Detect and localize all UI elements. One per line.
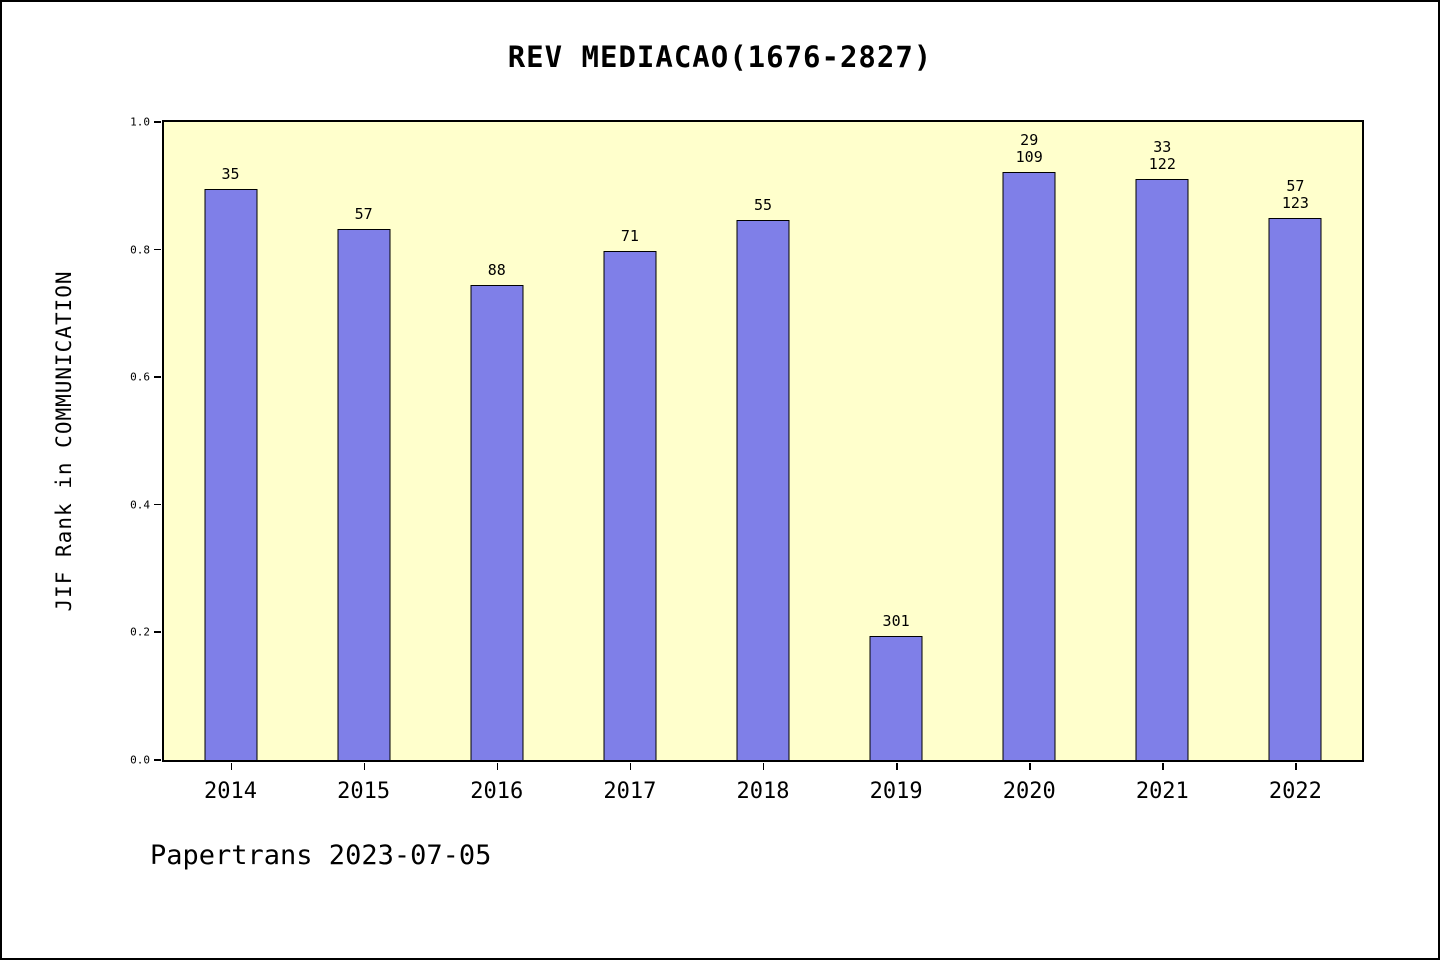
y-tick-label: 0.0 (130, 753, 150, 767)
x-tick-label: 2017 (603, 779, 657, 804)
y-tick-mark (154, 631, 161, 633)
bar-value-label: 55 (753, 195, 773, 214)
x-tick-label: 2015 (337, 779, 391, 804)
plot-area: 35 2014 57 2015 88 2016 71 2017 55 2018 301 2019 29 … (130, 116, 1364, 804)
bar (1002, 171, 1056, 760)
x-tick-label: 2020 (1002, 779, 1056, 804)
bar-value-label: 57 (354, 204, 373, 223)
bar-slot: 301 2019 (830, 122, 963, 804)
x-tick-mark (363, 763, 366, 770)
x-tick-mark (1029, 763, 1031, 770)
bar-value-label: 33 122 (1148, 137, 1176, 173)
x-tick-label: 2018 (736, 779, 790, 804)
x-tick-mark (230, 763, 233, 770)
y-axis-label: JIF Rank in COMMUNICATION (52, 270, 76, 612)
footer-watermark: Papertrans 2023-07-05 (150, 840, 492, 871)
bar (1135, 178, 1189, 760)
bar-value-label: 57 123 (1281, 176, 1309, 212)
y-tick-label: 0.8 (130, 243, 150, 257)
bar-value-label: 35 (221, 165, 240, 183)
bar (1268, 217, 1322, 760)
bar-value-label: 29 109 (1015, 130, 1043, 166)
y-tick-mark (154, 121, 161, 123)
bar (736, 219, 790, 760)
bar-slot: 55 2018 (696, 122, 829, 804)
y-tick-label: 0.4 (130, 498, 150, 512)
bar-slot: 35 2014 (164, 122, 297, 804)
bar (204, 189, 258, 760)
bar-slot: 57 123 2022 (1229, 122, 1362, 804)
bar-value-label: 71 (620, 226, 639, 245)
bar-slot: 57 2015 (297, 122, 430, 804)
bar-slot: 33 122 2021 (1096, 122, 1229, 804)
x-tick-label: 2022 (1268, 779, 1322, 804)
bar-value-label: 301 (882, 611, 910, 630)
bar (337, 228, 391, 760)
bar (603, 250, 657, 760)
x-tick-mark (896, 763, 898, 770)
y-tick-mark (154, 759, 161, 761)
y-tick-label: 0.2 (130, 625, 150, 639)
bar (470, 284, 524, 760)
bar-slot: 88 2016 (430, 122, 563, 804)
x-tick-label: 2019 (869, 779, 923, 804)
bar-slot: 71 2017 (563, 122, 696, 804)
x-tick-mark (1162, 763, 1164, 770)
x-tick-label: 2014 (204, 779, 258, 804)
x-tick-mark (1295, 763, 1297, 770)
x-tick-label: 2021 (1135, 779, 1189, 804)
y-tick-mark (154, 248, 161, 251)
x-tick-mark (762, 763, 765, 770)
x-tick-mark (496, 763, 499, 770)
bar-slot: 29 109 2020 (963, 122, 1096, 804)
bar-value-label: 88 (487, 260, 506, 279)
chart-title: REV MEDIACAO(1676-2827) (507, 40, 933, 74)
x-tick-label: 2016 (470, 779, 524, 804)
y-tick-mark (154, 503, 161, 506)
y-tick-mark (154, 376, 161, 378)
y-tick-label: 1.0 (130, 115, 150, 129)
x-tick-mark (629, 763, 632, 770)
y-tick-label: 0.6 (130, 370, 150, 384)
bar (869, 635, 923, 760)
